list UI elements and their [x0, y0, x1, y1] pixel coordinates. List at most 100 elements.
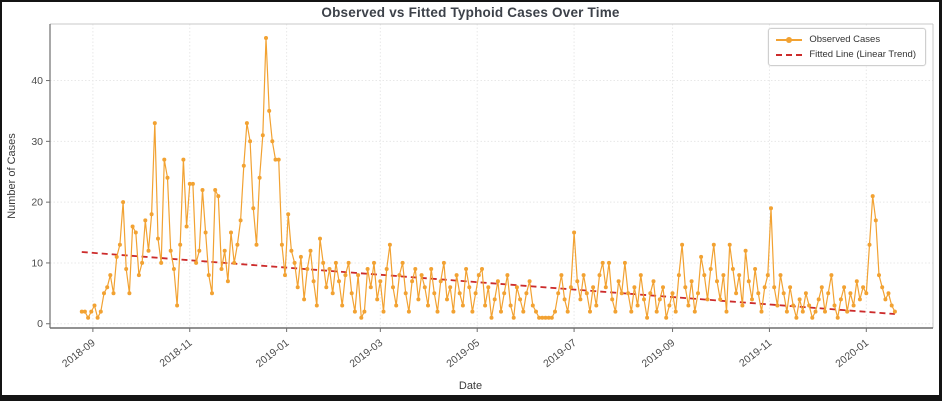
data-point-marker: [184, 224, 189, 229]
data-point-marker: [584, 291, 589, 296]
y-tick-label: 20: [31, 197, 43, 209]
data-point-marker: [387, 242, 392, 247]
data-point-marker: [645, 315, 650, 320]
data-point-marker: [616, 279, 621, 284]
x-axis-title: Date: [458, 380, 483, 392]
data-point-marker: [505, 273, 510, 278]
data-point-marker: [711, 242, 716, 247]
data-point-marker: [581, 273, 586, 278]
data-point-marker: [543, 315, 548, 320]
data-point-marker: [632, 285, 637, 290]
data-point-marker: [835, 315, 840, 320]
data-point-marker: [416, 297, 421, 302]
data-point-marker: [670, 291, 675, 296]
chart-title: Observed vs Fitted Typhoid Cases Over Ti…: [321, 5, 620, 20]
data-point-marker: [295, 285, 300, 290]
data-point-marker: [308, 248, 313, 253]
data-point-marker: [168, 248, 173, 253]
data-point-marker: [248, 139, 253, 144]
data-point-marker: [251, 206, 256, 211]
data-point-marker: [270, 139, 275, 144]
data-point-marker: [483, 303, 488, 308]
data-point-marker: [759, 309, 764, 314]
data-point-marker: [203, 230, 208, 235]
data-point-marker: [657, 297, 662, 302]
data-point-marker: [181, 157, 186, 162]
data-point-marker: [143, 218, 148, 223]
data-point-marker: [292, 260, 297, 265]
data-point-marker: [781, 291, 786, 296]
data-point-marker: [518, 297, 523, 302]
data-point-marker: [594, 303, 599, 308]
data-point-marker: [721, 273, 726, 278]
data-point-marker: [175, 303, 180, 308]
legend-label-fitted: Fitted Line (Linear Trend): [809, 49, 916, 60]
data-point-marker: [486, 285, 491, 290]
x-tick-label: 2018-09: [60, 337, 98, 370]
data-point-marker: [422, 285, 427, 290]
x-tick-label: 2019-01: [254, 337, 292, 370]
data-point-marker: [286, 212, 291, 217]
data-point-marker: [146, 248, 151, 253]
data-point-marker: [743, 248, 748, 253]
data-point-marker: [305, 267, 310, 271]
data-point-marker: [549, 315, 554, 320]
data-point-marker: [775, 303, 780, 308]
data-point-marker: [210, 291, 214, 296]
data-point-marker: [384, 267, 389, 271]
data-point-marker: [635, 303, 640, 308]
data-point-marker: [264, 36, 268, 40]
data-point-marker: [686, 303, 691, 308]
data-point-marker: [613, 309, 618, 314]
x-tick-label: 2019-11: [737, 337, 774, 370]
data-point-marker: [848, 291, 853, 296]
data-point-marker: [537, 315, 542, 320]
x-tick-label: 2019-03: [347, 337, 385, 370]
data-point-marker: [600, 260, 605, 265]
data-point-marker: [724, 309, 729, 314]
data-point-marker: [823, 309, 827, 314]
data-point-marker: [838, 297, 843, 302]
data-point-marker: [298, 254, 303, 259]
data-point-marker: [429, 267, 434, 271]
data-point-marker: [861, 285, 866, 290]
data-point-marker: [324, 285, 329, 290]
data-point-marker: [826, 291, 831, 296]
data-point-marker: [289, 248, 294, 253]
data-point-marker: [375, 297, 380, 302]
data-point-marker: [530, 303, 535, 308]
data-point-marker: [438, 279, 443, 284]
data-point-marker: [140, 260, 145, 265]
observed-line-marker-icon: [776, 36, 803, 44]
data-point-marker: [797, 297, 802, 302]
data-point-marker: [654, 309, 659, 314]
data-point-marker: [98, 309, 103, 314]
data-point-marker: [343, 273, 348, 278]
data-point-marker: [241, 163, 246, 168]
data-point-marker: [162, 157, 167, 162]
data-point-marker: [521, 309, 526, 314]
data-point-marker: [229, 230, 233, 235]
data-point-marker: [829, 273, 834, 278]
data-point-marker: [391, 285, 395, 290]
data-point-marker: [689, 279, 694, 284]
data-point-marker: [327, 267, 332, 271]
data-point-marker: [753, 267, 758, 271]
data-point-marker: [651, 279, 656, 284]
y-tick-label: 10: [31, 257, 43, 269]
data-point-marker: [238, 218, 243, 223]
data-point-marker: [178, 242, 183, 247]
data-point-marker: [568, 285, 573, 290]
data-point-marker: [676, 273, 681, 278]
data-point-marker: [232, 260, 237, 265]
data-point-marker: [133, 230, 138, 235]
data-point-marker: [803, 291, 808, 296]
data-point-marker: [445, 297, 449, 302]
data-point-marker: [432, 291, 437, 296]
data-point-marker: [784, 309, 789, 314]
axes-spines: [49, 23, 934, 329]
data-point-marker: [365, 267, 370, 271]
data-point-marker: [492, 297, 497, 302]
data-point-marker: [495, 279, 500, 284]
